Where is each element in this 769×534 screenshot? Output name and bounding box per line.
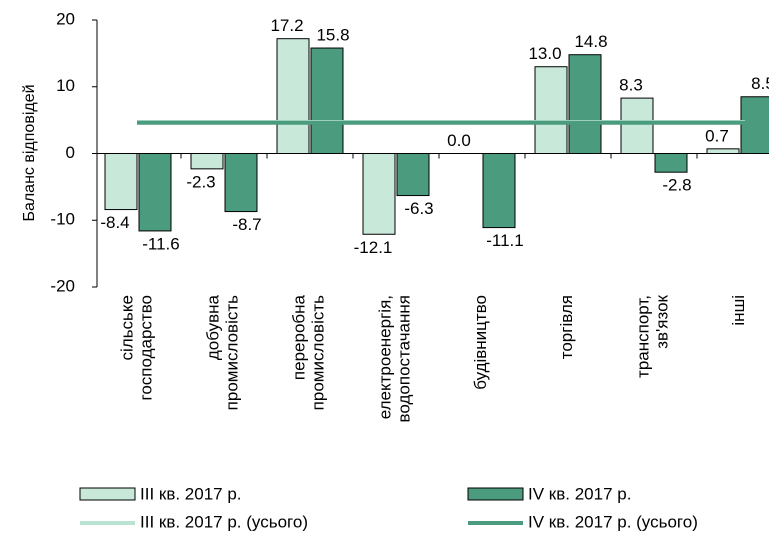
bar	[568, 54, 602, 154]
value-label: 15.8	[316, 26, 349, 45]
y-tick-label: 10	[56, 76, 75, 95]
value-label: 0.7	[705, 126, 729, 145]
value-label: 8.3	[619, 76, 643, 95]
value-label: 8.5	[751, 74, 769, 93]
bar	[654, 153, 688, 173]
legend-label: IV кв. 2017 р.	[528, 484, 631, 503]
x-tick-label: добувнапромисловість	[204, 294, 242, 410]
legend-swatch	[467, 487, 524, 501]
bar	[190, 153, 224, 170]
value-label: -11.1	[486, 231, 524, 250]
bar	[534, 66, 568, 154]
value-label: -11.6	[142, 234, 180, 253]
x-tick-label: електроенергія,водопостачання	[376, 295, 414, 422]
y-tick-label: -20	[50, 276, 75, 295]
x-tick-label: інші	[729, 295, 748, 326]
value-label: 17.2	[270, 16, 303, 35]
value-label: -8.7	[232, 215, 261, 234]
value-label: -8.4	[100, 213, 129, 232]
value-label: -2.3	[186, 172, 215, 191]
bar	[224, 153, 258, 213]
bar	[362, 153, 396, 235]
legend-label: IV кв. 2017 р. (усього)	[528, 512, 698, 531]
y-tick-label: 20	[56, 9, 75, 28]
value-label: -6.3	[404, 199, 433, 218]
value-label: -12.1	[354, 238, 393, 257]
y-axis-label: Баланс відповідей	[21, 84, 38, 221]
y-tick-label: -10	[50, 210, 75, 229]
bar	[276, 38, 310, 154]
value-label: -2.8	[662, 176, 691, 195]
y-tick-label: 0	[66, 143, 75, 162]
legend-swatch	[79, 487, 136, 501]
bar	[138, 153, 172, 232]
x-tick-label: торгівля	[557, 295, 576, 359]
bar	[396, 153, 430, 197]
value-label: 0.0	[447, 131, 471, 150]
x-tick-label: переробнапромисловість	[290, 294, 328, 410]
bar	[706, 148, 740, 154]
legend-label: III кв. 2017 р.	[140, 484, 242, 503]
value-label: 14.8	[574, 32, 607, 51]
legend-label: III кв. 2017 р. (усього)	[140, 512, 308, 531]
bar	[310, 47, 344, 154]
x-tick-label: транспорт,зв'язок	[634, 294, 672, 378]
x-tick-label: будівництво	[471, 295, 490, 390]
value-label: 13.0	[528, 44, 561, 63]
bar	[104, 153, 138, 211]
bar	[482, 153, 516, 229]
bar	[740, 96, 769, 154]
x-tick-label: сільськегосподарство	[118, 295, 156, 400]
bar	[620, 97, 654, 155]
